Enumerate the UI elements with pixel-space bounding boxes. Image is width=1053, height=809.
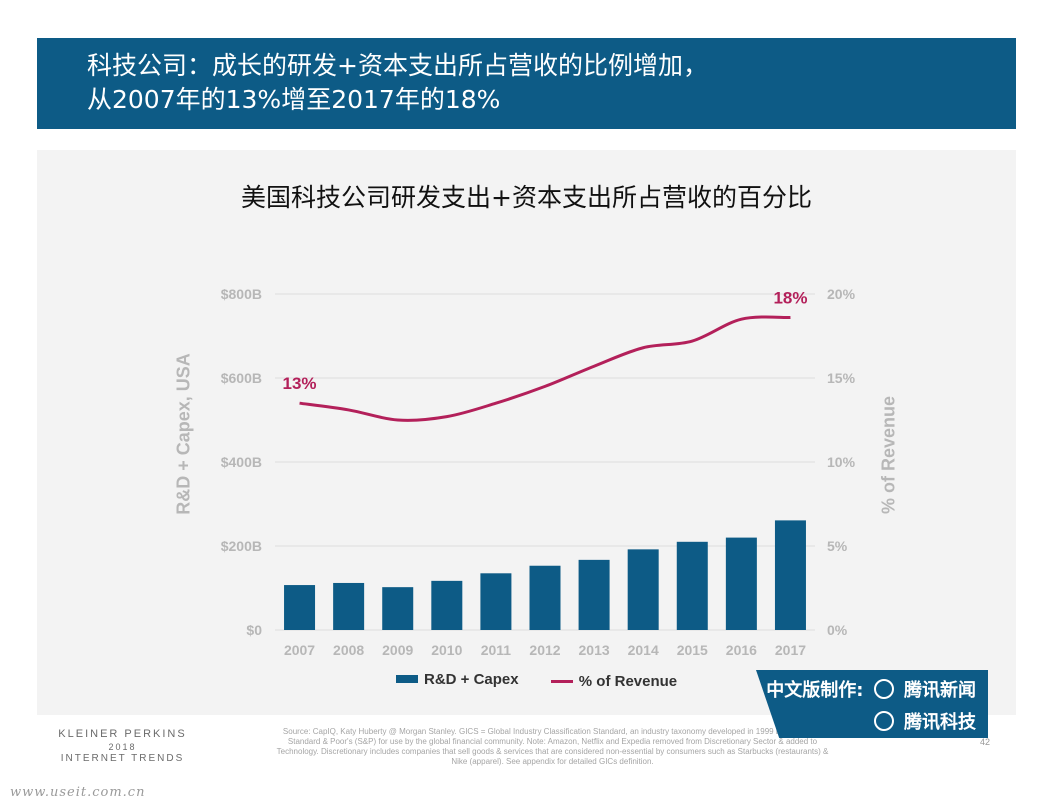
- badge-name-2: 腾讯科技: [904, 712, 976, 733]
- y-axis-right-label: % of Revenue: [878, 395, 899, 515]
- bar: [480, 573, 512, 630]
- y-tick-right: 15%: [827, 370, 856, 386]
- brand-report: INTERNET TRENDS: [60, 753, 185, 764]
- bar: [676, 541, 708, 630]
- x-tick-label: 2016: [726, 642, 757, 658]
- legend-swatch-line: [550, 680, 573, 683]
- slide-title-line-2: 从2007年的13%增至2017年的18%: [87, 85, 501, 114]
- legend-item-line: % of Revenue: [550, 673, 678, 690]
- site-url: www.useit.com.cn: [10, 785, 146, 800]
- badge-name-1: 腾讯新闻: [904, 680, 976, 701]
- y-tick-left: $600B: [221, 370, 262, 386]
- tencent-play-icon: [873, 679, 894, 699]
- y-tick-left: $0: [246, 622, 262, 638]
- source-note: Source: CapIQ, Katy Huberty @ Morgan Sta…: [276, 727, 829, 766]
- x-tick-label: 2013: [579, 642, 610, 658]
- y-tick-right: 10%: [827, 454, 856, 470]
- x-tick-label: 2010: [431, 642, 462, 658]
- slide-title-line-1: 科技公司：成长的研发+资本支出所占营收的比例增加，: [87, 51, 708, 80]
- y-tick-right: 5%: [827, 538, 848, 554]
- chart-title: 美国科技公司研发支出+资本支出所占营收的百分比: [241, 183, 812, 212]
- x-tick-label: 2017: [775, 642, 806, 658]
- data-label: 18%: [773, 289, 807, 308]
- bar: [774, 520, 806, 630]
- legend-label-bars: R&D + Capex: [424, 670, 519, 688]
- bar: [578, 559, 610, 630]
- chart-legend: R&D + Capex % of Revenue: [396, 670, 705, 690]
- chart-panel: [37, 150, 1016, 715]
- revenue-share-line: [299, 315, 791, 422]
- x-tick-label: 2009: [382, 642, 413, 658]
- page-number: 42: [980, 737, 991, 747]
- brand-name: KLEINER PERKINS: [58, 728, 187, 740]
- x-tick-label: 2008: [333, 642, 364, 658]
- x-tick-label: 2012: [529, 642, 560, 658]
- bar: [627, 549, 659, 630]
- bar: [382, 587, 414, 630]
- bar: [333, 582, 365, 630]
- legend-label-line: % of Revenue: [578, 673, 678, 690]
- bar: [725, 537, 757, 630]
- badge-prefix: 中文版制作:: [766, 680, 864, 701]
- tencent-play-icon: [873, 711, 894, 731]
- y-tick-left: $200B: [221, 538, 262, 554]
- bar: [431, 580, 463, 630]
- brand-year: 2018: [108, 742, 137, 752]
- badge-row-2: 腾讯科技: [870, 708, 976, 734]
- production-badge: 中文版制作: 腾讯新闻 腾讯科技: [756, 670, 988, 738]
- x-tick-label: 2007: [284, 642, 315, 658]
- y-tick-left: $400B: [221, 454, 262, 470]
- x-tick-label: 2011: [481, 642, 512, 658]
- badge-row-1: 中文版制作: 腾讯新闻: [766, 676, 976, 702]
- x-tick-label: 2014: [628, 642, 659, 658]
- y-tick-right: 20%: [827, 286, 856, 302]
- bar: [529, 565, 561, 630]
- title-banner: 科技公司：成长的研发+资本支出所占营收的比例增加， 从2007年的13%增至20…: [37, 38, 1016, 129]
- legend-swatch-bar: [396, 675, 418, 683]
- y-axis-left-label: R&D + Capex, USA: [173, 353, 194, 515]
- brand-block: KLEINER PERKINS 2018 INTERNET TRENDS: [45, 728, 200, 764]
- data-label: 13%: [283, 374, 317, 393]
- y-tick-left: $800B: [221, 286, 262, 302]
- x-tick-label: 2015: [677, 642, 708, 658]
- legend-item-bars: R&D + Capex: [396, 671, 519, 688]
- bar: [284, 585, 316, 630]
- y-tick-right: 0%: [827, 622, 848, 638]
